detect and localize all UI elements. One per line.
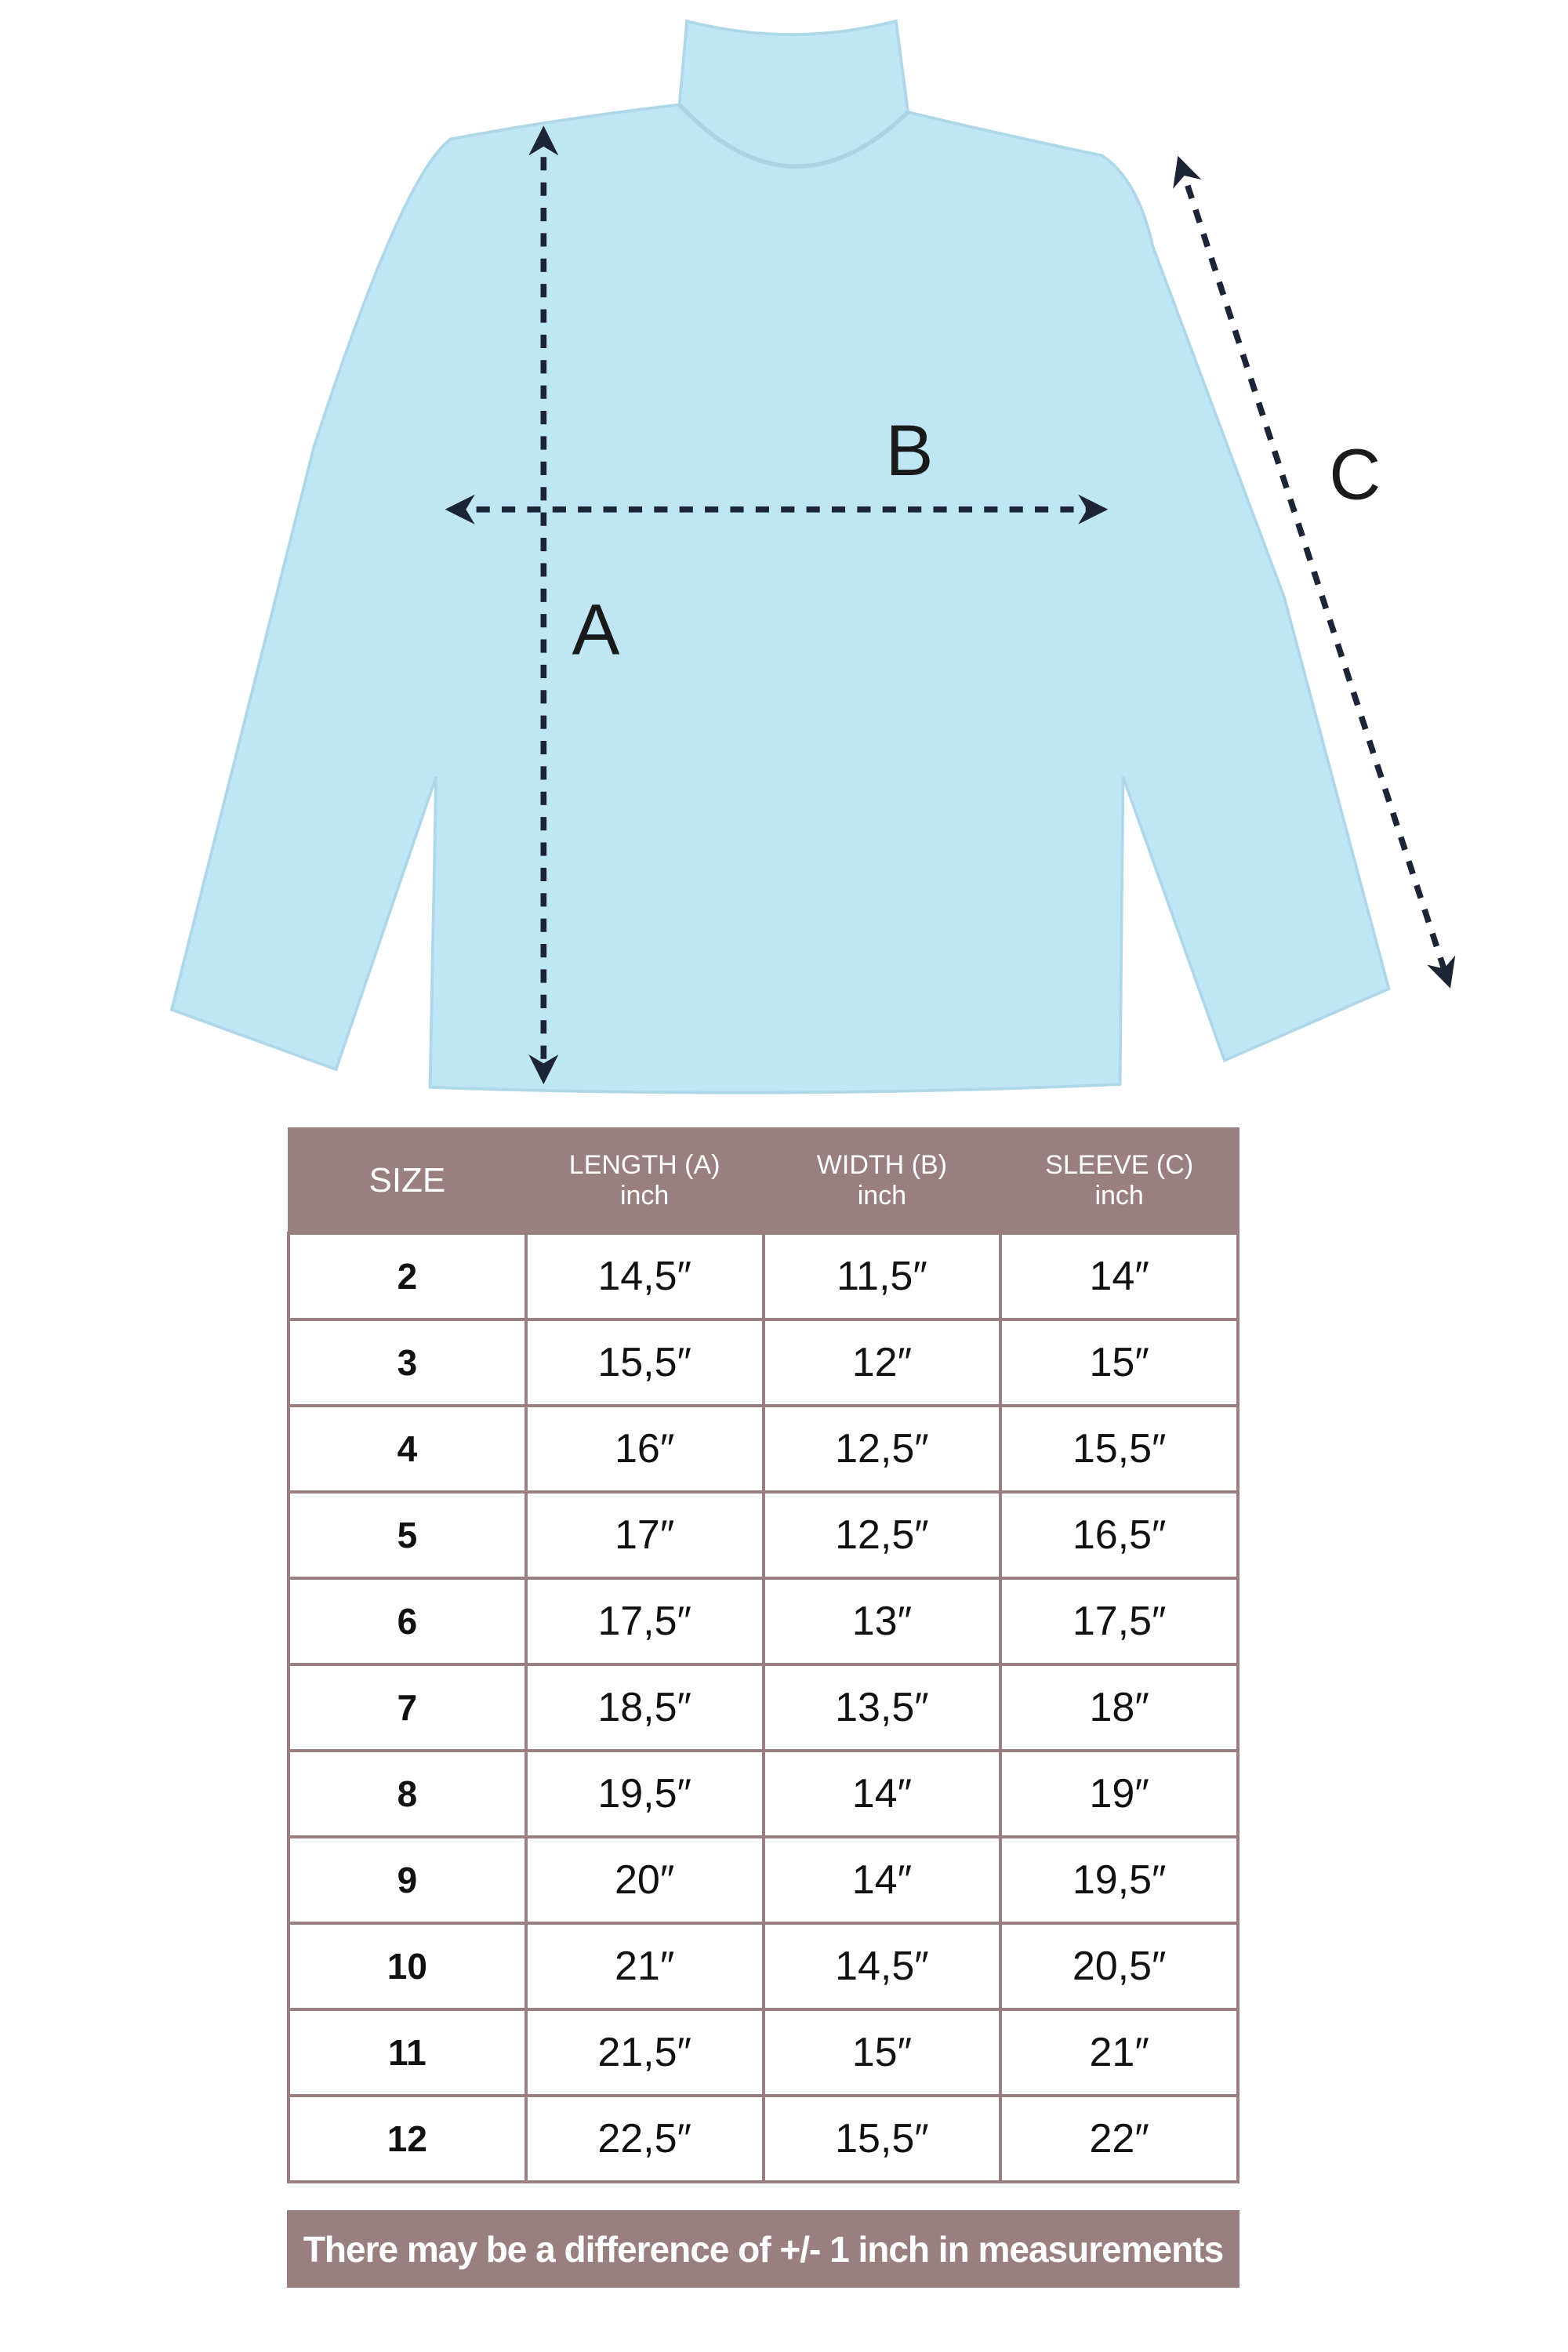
cell-length: 19,5″ <box>524 1749 765 1838</box>
shirt-shape <box>169 19 1391 1094</box>
cell-sleeve: 19,5″ <box>999 1835 1240 1925</box>
table-row: 4 16″ 12,5″ 15,5″ <box>287 1404 1240 1494</box>
table-row: 8 19,5″ 14″ 19″ <box>287 1749 1240 1838</box>
cell-width: 14″ <box>761 1835 1003 1925</box>
table-row: 9 20″ 14″ 19,5″ <box>287 1835 1240 1925</box>
cell-length: 18,5″ <box>524 1663 765 1752</box>
cell-sleeve: 15″ <box>999 1318 1240 1407</box>
cell-width: 14,5″ <box>761 1922 1003 2011</box>
size-chart-table: SIZE LENGTH (A) inch WIDTH (B) inch SLEEVE… <box>287 1127 1240 2183</box>
cell-width: 11,5″ <box>761 1232 1003 1321</box>
cell-width: 12,5″ <box>761 1404 1003 1494</box>
header-width: WIDTH (B) inch <box>762 1127 1002 1235</box>
cell-size: 8 <box>287 1749 528 1838</box>
table-row: 5 17″ 12,5″ 16,5″ <box>287 1490 1240 1580</box>
table-row: 2 14,5″ 11,5″ 14″ <box>287 1232 1240 1321</box>
cell-width: 12″ <box>761 1318 1003 1407</box>
cell-length: 14,5″ <box>524 1232 765 1321</box>
cell-size: 6 <box>287 1577 528 1666</box>
cell-size: 11 <box>287 2008 528 2097</box>
cell-size: 9 <box>287 1835 528 1925</box>
cell-width: 14″ <box>761 1749 1003 1838</box>
cell-sleeve: 19″ <box>999 1749 1240 1838</box>
cell-length: 22,5″ <box>524 2094 765 2183</box>
cell-width: 12,5″ <box>761 1490 1003 1580</box>
label-b: B <box>886 411 934 491</box>
cell-size: 10 <box>287 1922 528 2011</box>
label-a: A <box>572 590 620 670</box>
arrow-c <box>1173 155 1456 989</box>
header-sleeve: SLEEVE (C) inch <box>999 1127 1240 1235</box>
cell-sleeve: 22″ <box>999 2094 1240 2183</box>
cell-sleeve: 14″ <box>999 1232 1240 1321</box>
header-unit: inch <box>857 1181 907 1210</box>
table-row: 7 18,5″ 13,5″ 18″ <box>287 1663 1240 1752</box>
cell-length: 21,5″ <box>524 2008 765 2097</box>
table-row: 11 21,5″ 15″ 21″ <box>287 2008 1240 2097</box>
cell-sleeve: 20,5″ <box>999 1922 1240 2011</box>
shirt-diagram: A B C <box>169 19 1456 1094</box>
cell-sleeve: 21″ <box>999 2008 1240 2097</box>
table-row: 6 17,5″ 13″ 17,5″ <box>287 1577 1240 1666</box>
header-title: SLEEVE (C) <box>1045 1149 1194 1180</box>
header-title: WIDTH (B) <box>816 1149 947 1180</box>
table-row: 3 15,5″ 12″ 15″ <box>287 1318 1240 1407</box>
header-length: LENGTH (A) inch <box>524 1127 764 1235</box>
table-row: 12 22,5″ 15,5″ 22″ <box>287 2094 1240 2183</box>
cell-length: 17″ <box>524 1490 765 1580</box>
cell-size: 2 <box>287 1232 528 1321</box>
cell-sleeve: 17,5″ <box>999 1577 1240 1666</box>
label-c: C <box>1329 434 1381 514</box>
cell-width: 15,5″ <box>761 2094 1003 2183</box>
header-unit: inch <box>619 1181 670 1210</box>
header-size: SIZE <box>287 1127 528 1235</box>
cell-size: 7 <box>287 1663 528 1752</box>
cell-length: 15,5″ <box>524 1318 765 1407</box>
cell-size: 3 <box>287 1318 528 1407</box>
table-row: 10 21″ 14,5″ 20,5″ <box>287 1922 1240 2011</box>
cell-length: 20″ <box>524 1835 765 1925</box>
table-header-row: SIZE LENGTH (A) inch WIDTH (B) inch SLEEVE… <box>287 1127 1240 1235</box>
cell-length: 16″ <box>524 1404 765 1494</box>
cell-sleeve: 15,5″ <box>999 1404 1240 1494</box>
cell-size: 4 <box>287 1404 528 1494</box>
header-title: LENGTH (A) <box>568 1149 720 1180</box>
header-unit: inch <box>1094 1181 1144 1210</box>
cell-width: 13,5″ <box>761 1663 1003 1752</box>
collar-seam <box>677 103 910 169</box>
cell-size: 12 <box>287 2094 528 2183</box>
cell-width: 15″ <box>761 2008 1003 2097</box>
cell-length: 17,5″ <box>524 1577 765 1666</box>
cell-sleeve: 18″ <box>999 1663 1240 1752</box>
cell-width: 13″ <box>761 1577 1003 1666</box>
measurement-note: There may be a difference of +/- 1 inch … <box>287 2210 1240 2288</box>
cell-sleeve: 16,5″ <box>999 1490 1240 1580</box>
cell-length: 21″ <box>524 1922 765 2011</box>
cell-size: 5 <box>287 1490 528 1580</box>
